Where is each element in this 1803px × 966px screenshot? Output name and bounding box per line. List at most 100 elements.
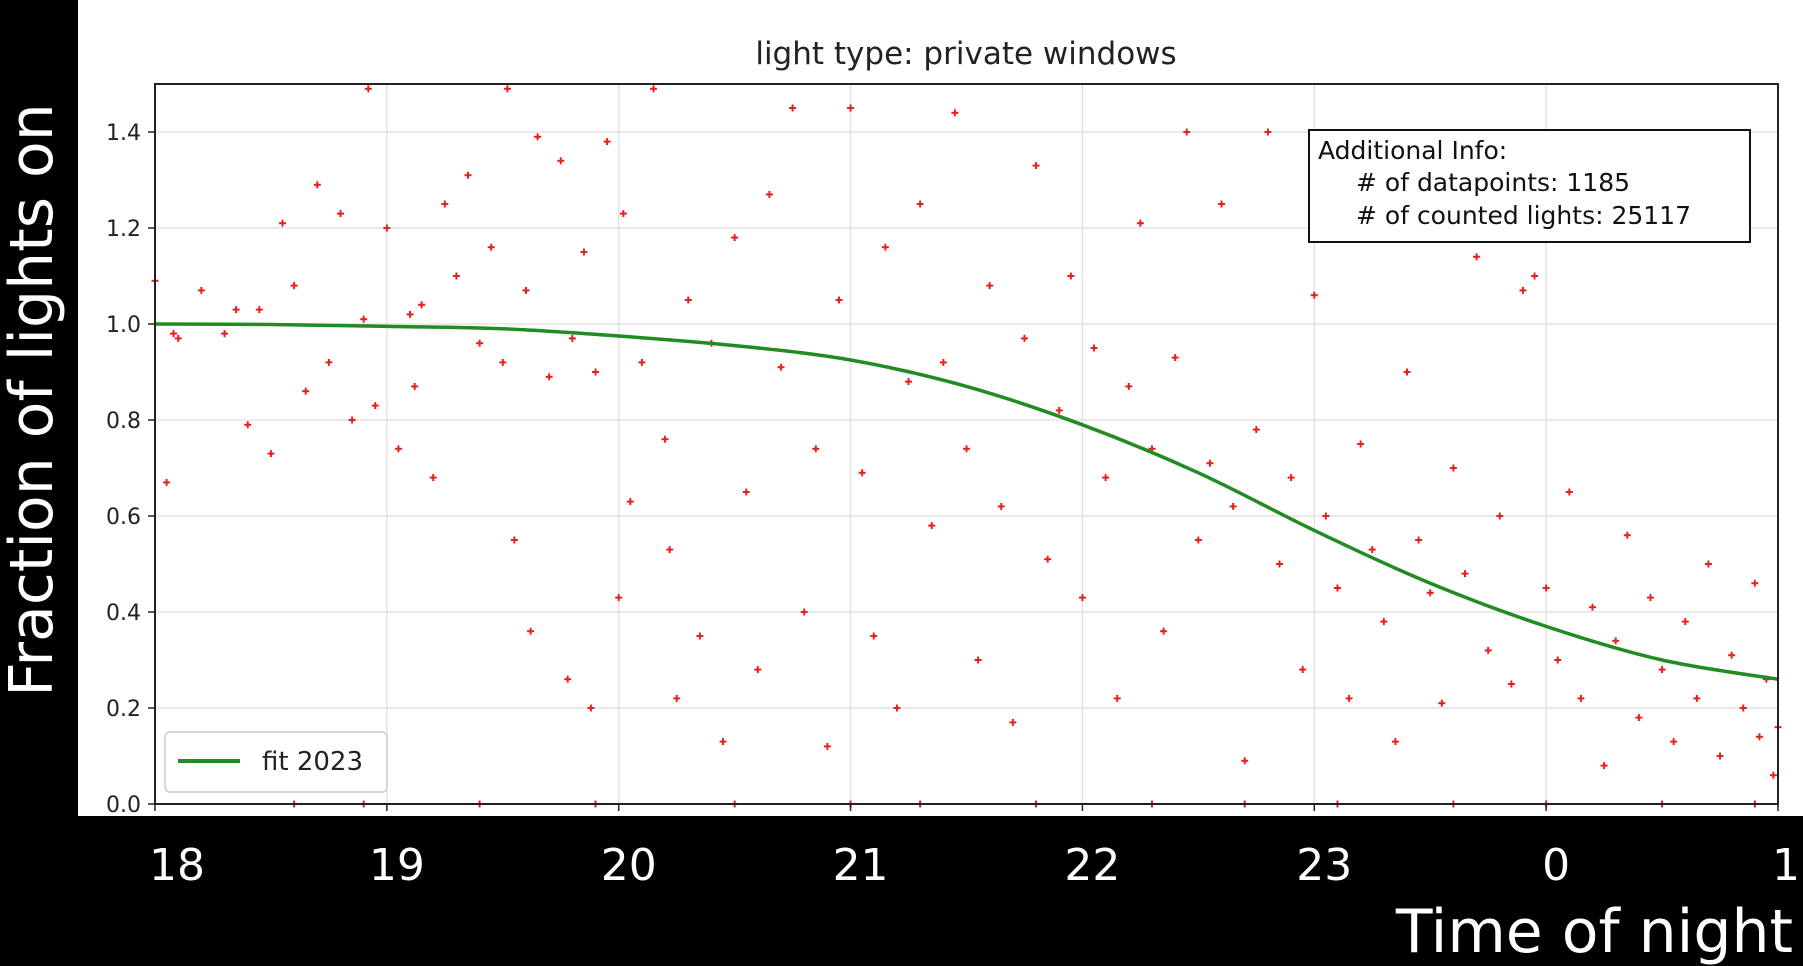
y-tick-label: 0.4 (106, 601, 141, 626)
data-point (1681, 618, 1689, 626)
data-point (823, 742, 831, 750)
data-point (302, 387, 310, 395)
data-point (1009, 718, 1017, 726)
data-point (1044, 555, 1052, 563)
data-point (503, 85, 511, 93)
y-tick-label: 0.2 (106, 697, 141, 722)
data-point (545, 373, 553, 381)
data-point (452, 272, 460, 280)
data-point (1496, 512, 1504, 520)
data-point (564, 675, 572, 683)
data-point (1241, 757, 1249, 765)
data-point (406, 310, 414, 318)
data-point (197, 286, 205, 294)
data-point (905, 378, 913, 386)
data-point (974, 656, 982, 664)
data-point (1322, 512, 1330, 520)
data-point (364, 85, 372, 93)
data-point (1693, 694, 1701, 702)
data-point (638, 358, 646, 366)
y-axis-ticks: 0.0 0.2 0.4 0.6 0.8 1.0 1.2 1.4 (106, 121, 155, 818)
data-point (963, 445, 970, 453)
data-point (1507, 680, 1515, 688)
data-point (997, 502, 1005, 510)
data-point (800, 608, 808, 616)
data-point (1769, 771, 1777, 779)
data-point (580, 248, 588, 256)
data-point (1055, 406, 1063, 414)
x-tick-label: 20 (601, 840, 657, 891)
data-point (812, 445, 820, 453)
data-point (487, 243, 495, 251)
data-point (1090, 344, 1098, 352)
data-point (939, 358, 947, 366)
data-point (661, 435, 669, 443)
fit-line (154, 322, 1779, 681)
chart-title: light type: private windows (755, 36, 1176, 72)
data-point (1728, 651, 1736, 659)
data-point (1755, 733, 1763, 741)
data-point (951, 109, 959, 117)
y-tick-label: 0.0 (106, 793, 141, 818)
data-point (441, 200, 449, 208)
data-point (1310, 291, 1318, 299)
data-point (1194, 536, 1202, 544)
data-point (1531, 272, 1539, 280)
data-point (1577, 694, 1585, 702)
x-tick-label: 19 (369, 840, 425, 891)
data-point (1032, 162, 1040, 170)
data-point (916, 200, 924, 208)
data-point (847, 104, 855, 112)
data-point (255, 306, 263, 314)
data-point (731, 234, 739, 242)
data-point (383, 224, 391, 232)
data-point (1623, 531, 1631, 539)
data-point (1102, 474, 1110, 482)
data-point (765, 190, 773, 198)
data-point (754, 666, 762, 674)
data-point (290, 282, 298, 290)
info-box-frame (1308, 129, 1751, 243)
data-point (221, 330, 229, 338)
data-point (1704, 560, 1712, 568)
data-point (858, 469, 866, 477)
data-point (1542, 584, 1550, 592)
data-point (1589, 603, 1597, 611)
data-point (1600, 762, 1608, 770)
data-point (615, 594, 623, 602)
data-point (267, 450, 275, 458)
data-point (1438, 699, 1446, 707)
data-point (649, 85, 657, 93)
legend: fit 2023 (164, 731, 388, 793)
data-point (174, 334, 182, 342)
x-tick-label: 0 (1542, 840, 1570, 891)
data-point (244, 421, 252, 429)
data-point (1449, 464, 1457, 472)
data-point (170, 330, 178, 338)
data-point (1519, 286, 1527, 294)
x-tick-label: 18 (149, 840, 205, 891)
data-point (568, 334, 576, 342)
legend-frame (164, 731, 388, 793)
data-point (835, 296, 843, 304)
data-point (371, 402, 379, 410)
data-point (476, 339, 484, 347)
data-point (464, 171, 472, 179)
data-point (1067, 272, 1075, 280)
data-point (1670, 738, 1678, 746)
plot-border (154, 83, 1779, 805)
data-point (1473, 253, 1481, 261)
data-point (673, 694, 681, 702)
data-point (626, 498, 634, 506)
y-tick-label: 1.0 (106, 313, 141, 338)
data-point (1484, 646, 1492, 654)
data-point (1426, 589, 1434, 597)
data-point (1368, 546, 1376, 554)
legend-label-fit: fit 2023 (262, 747, 363, 777)
data-point (557, 157, 565, 165)
data-point (1264, 128, 1272, 136)
data-point (777, 363, 785, 371)
data-point (522, 286, 530, 294)
data-point (1357, 440, 1365, 448)
data-point (1252, 426, 1260, 434)
